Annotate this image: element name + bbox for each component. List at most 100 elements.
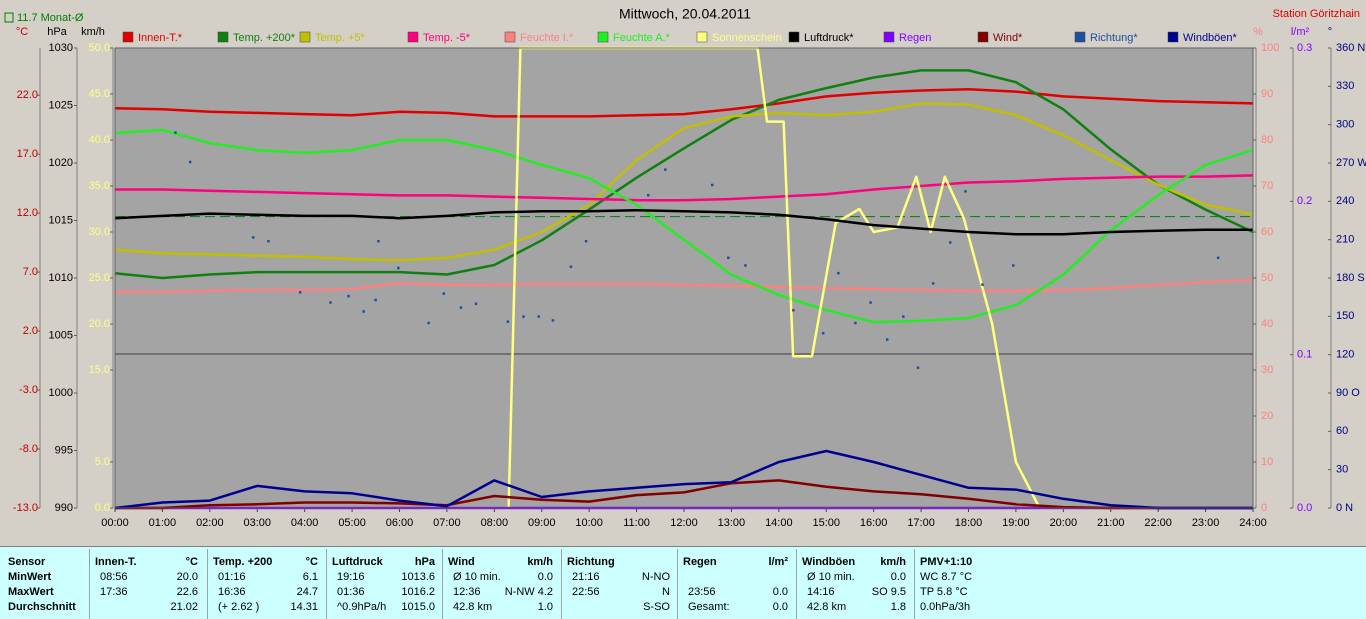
column-separator (914, 549, 915, 619)
y-tick-label: 0.0 (95, 502, 110, 514)
axis-unit: hPa (47, 26, 67, 38)
direction-point (174, 131, 177, 134)
y-tick-label: 90 O (1336, 387, 1360, 399)
x-tick-label: 13:00 (718, 517, 746, 529)
direction-point (374, 298, 377, 302)
y-tick-label: 330 (1336, 80, 1354, 92)
table-header: Sensor (8, 556, 46, 568)
direction-point (267, 239, 270, 243)
y-tick-label: 1005 (49, 329, 73, 341)
column-header: Wind (448, 556, 475, 568)
legend-label: Feuchte A.* (613, 32, 671, 44)
x-tick-label: 14:00 (765, 517, 793, 529)
legend-label: Temp. +200* (233, 32, 296, 44)
direction-point (916, 366, 920, 369)
axis-unit: ° (1328, 26, 1332, 38)
direction-point (821, 331, 825, 335)
direction-point (744, 264, 747, 267)
y-tick-label: 0 (1261, 502, 1267, 514)
y-tick-label: 25.0 (89, 272, 110, 284)
y-tick-label: -3.0 (19, 384, 38, 396)
y-tick-label: 1030 (49, 42, 73, 54)
direction-point (188, 160, 192, 164)
y-tick-label: 80 (1261, 134, 1273, 146)
x-tick-label: 16:00 (860, 517, 888, 529)
y-tick-label: 22.0 (17, 89, 38, 101)
column-header: Regen (683, 556, 717, 568)
table-cell: 0.0hPa/3h (920, 601, 971, 613)
table-cell: (+ 2.62 ) (218, 601, 260, 613)
axis-unit: km/h (81, 26, 105, 38)
y-tick-label: 2.0 (23, 325, 38, 337)
plot-area (115, 48, 1253, 508)
table-cell: 23:56 (688, 586, 716, 598)
legend-swatch (977, 31, 989, 43)
x-tick-label: 05:00 (338, 517, 366, 529)
legend-swatch (597, 31, 609, 43)
y-tick-label: 1000 (49, 387, 73, 399)
x-tick-label: 00:00 (101, 517, 129, 529)
legend-swatch (883, 31, 895, 43)
legend-label: Sonnenschein (712, 32, 782, 44)
series-line (115, 479, 1253, 510)
y-tick-label: 0.3 (1297, 42, 1312, 54)
column-separator (442, 549, 443, 619)
direction-point (347, 294, 350, 298)
direction-point (522, 315, 525, 318)
y-tick-label: 7.0 (23, 266, 38, 278)
x-tick-label: 24:00 (1239, 517, 1267, 529)
direction-point (792, 308, 795, 312)
y-tick-label: 0.0 (1297, 502, 1312, 514)
direction-point (1216, 256, 1220, 260)
table-cell: 0.0 (890, 571, 906, 583)
series-line (114, 208, 1253, 236)
station: Station Göritzhain (1273, 8, 1360, 20)
x-tick-label: 19:00 (1002, 517, 1030, 529)
y-tick-label: 1015 (49, 214, 73, 226)
table-cell: 0.0 (772, 586, 788, 598)
chart: 11.7 Monat-Ø Mittwoch, 20.04.2011 Statio… (4, 6, 1366, 529)
table-cell: 21.02 (170, 601, 198, 613)
y-tick-label: 20 (1261, 410, 1273, 422)
legend-label: Temp. -5* (423, 32, 471, 44)
axis-unit: °C (16, 26, 28, 38)
direction-point (710, 183, 714, 187)
direction-point (981, 283, 984, 286)
x-tick-label: 17:00 (907, 517, 935, 529)
y-tick-label: 12.0 (17, 207, 38, 219)
monthly-average: 11.7 Monat-Ø (17, 12, 84, 24)
direction-point (427, 321, 430, 325)
legend-label: Temp. +5* (315, 32, 366, 44)
x-tick-label: 03:00 (243, 517, 271, 529)
y-tick-label: 30 (1261, 364, 1273, 376)
table-cell: 22.6 (176, 586, 198, 598)
x-tick-label: 04:00 (291, 517, 319, 529)
direction-point (931, 282, 935, 285)
direction-point (397, 266, 400, 270)
direction-point (902, 315, 905, 318)
row-label: MaxWert (8, 586, 54, 598)
y-tick-label: 70 (1261, 180, 1273, 192)
y-tick-label: 50 (1261, 272, 1273, 284)
series-line (114, 449, 1253, 510)
y-tick-label: 1010 (49, 272, 73, 284)
direction-point (949, 241, 952, 244)
y-tick-label: 20.0 (89, 318, 110, 330)
table-cell: 1015.0 (401, 601, 435, 613)
column-unit: hPa (414, 556, 435, 568)
x-tick-label: 08:00 (481, 517, 509, 529)
x-tick-label: 07:00 (433, 517, 461, 529)
y-tick-label: 1025 (49, 99, 73, 111)
direction-point (474, 302, 478, 306)
table-cell: 21:16 (572, 571, 600, 583)
legend-label: Innen-T.* (138, 32, 183, 44)
table-cell: 24.7 (296, 586, 318, 598)
series-line (114, 69, 1254, 280)
y-tick-label: 60 (1336, 425, 1348, 437)
column-separator (796, 549, 797, 619)
series-line (115, 278, 1254, 294)
column-separator (207, 549, 208, 619)
x-tick-label: 06:00 (386, 517, 414, 529)
direction-point (964, 190, 967, 193)
